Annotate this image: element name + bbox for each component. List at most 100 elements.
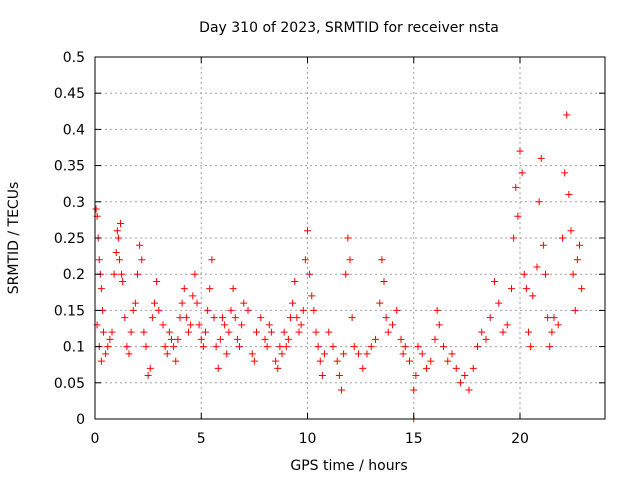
y-tick-label: 0.4 bbox=[63, 122, 85, 138]
data-point bbox=[95, 256, 103, 264]
data-point bbox=[248, 350, 256, 358]
data-point bbox=[282, 343, 290, 351]
data-point bbox=[312, 328, 320, 336]
data-point bbox=[212, 343, 220, 351]
data-point bbox=[287, 314, 294, 322]
y-tick-label: 0 bbox=[76, 412, 85, 428]
data-point bbox=[550, 314, 558, 322]
data-point bbox=[115, 256, 123, 264]
data-point bbox=[346, 256, 354, 264]
data-point bbox=[363, 350, 371, 358]
data-point bbox=[289, 299, 297, 307]
data-point bbox=[508, 285, 515, 293]
data-point bbox=[544, 314, 552, 322]
data-point bbox=[170, 343, 178, 351]
data-point bbox=[261, 335, 269, 343]
data-point bbox=[537, 154, 545, 162]
data-point bbox=[231, 314, 239, 322]
data-point bbox=[127, 328, 135, 336]
data-point bbox=[350, 343, 358, 351]
data-point bbox=[522, 285, 530, 293]
data-points bbox=[92, 111, 586, 423]
data-point bbox=[153, 277, 161, 285]
data-point bbox=[310, 306, 318, 314]
data-point bbox=[525, 328, 532, 336]
data-point bbox=[355, 350, 362, 358]
data-point bbox=[278, 350, 286, 358]
data-point bbox=[97, 285, 105, 293]
data-point bbox=[250, 357, 258, 365]
data-point bbox=[118, 270, 126, 278]
data-point bbox=[457, 379, 464, 387]
data-point bbox=[542, 270, 549, 278]
y-tick-label: 0.1 bbox=[63, 340, 85, 356]
data-point bbox=[204, 306, 212, 314]
x-tick-label: 20 bbox=[511, 431, 529, 447]
data-point bbox=[412, 372, 420, 380]
data-point bbox=[299, 306, 307, 314]
data-point bbox=[267, 328, 275, 336]
data-point bbox=[102, 350, 110, 358]
data-point bbox=[189, 292, 197, 300]
data-point bbox=[518, 169, 526, 177]
data-point bbox=[208, 256, 216, 264]
data-point bbox=[168, 335, 175, 343]
data-point bbox=[318, 372, 326, 380]
x-tick-label: 15 bbox=[405, 431, 423, 447]
data-point bbox=[182, 314, 190, 322]
data-point bbox=[571, 306, 579, 314]
data-point bbox=[178, 299, 186, 307]
data-point bbox=[280, 328, 288, 336]
data-point bbox=[321, 350, 328, 358]
data-point bbox=[197, 335, 205, 343]
data-point bbox=[297, 321, 305, 329]
data-point bbox=[148, 314, 156, 322]
data-point bbox=[567, 227, 575, 235]
data-point bbox=[378, 256, 386, 264]
data-point bbox=[325, 328, 333, 336]
data-point bbox=[433, 306, 441, 314]
y-tick-labels: 0 0.05 0.1 0.15 0.2 0.25 0.3 0.35 0.4 0.45 0.5 bbox=[54, 50, 85, 428]
data-point bbox=[131, 299, 139, 307]
data-point bbox=[503, 321, 511, 329]
data-point bbox=[108, 328, 116, 336]
data-point bbox=[308, 292, 316, 300]
x-tick-label: 10 bbox=[299, 431, 317, 447]
data-point bbox=[427, 357, 435, 365]
data-point bbox=[165, 328, 173, 336]
data-point bbox=[100, 328, 107, 336]
data-point bbox=[435, 321, 443, 329]
data-point bbox=[238, 321, 246, 329]
data-point bbox=[548, 328, 556, 336]
data-point bbox=[367, 343, 375, 351]
data-point bbox=[380, 277, 388, 285]
data-point bbox=[274, 364, 282, 372]
data-point bbox=[389, 321, 396, 329]
data-point bbox=[465, 386, 473, 394]
data-point bbox=[117, 220, 124, 228]
data-point bbox=[257, 314, 265, 322]
data-point bbox=[151, 299, 158, 307]
data-point bbox=[176, 314, 184, 322]
data-point bbox=[253, 328, 260, 336]
data-point bbox=[414, 343, 422, 351]
data-point bbox=[469, 364, 477, 372]
data-point bbox=[233, 335, 241, 343]
data-point bbox=[221, 321, 229, 329]
data-point bbox=[410, 386, 418, 394]
data-point bbox=[240, 299, 248, 307]
data-point bbox=[174, 335, 182, 343]
data-point bbox=[110, 270, 118, 278]
data-point bbox=[539, 241, 547, 249]
data-point bbox=[495, 299, 503, 307]
data-point bbox=[342, 270, 350, 278]
data-point bbox=[244, 306, 252, 314]
data-point bbox=[335, 372, 343, 380]
y-tick-label: 0.45 bbox=[54, 86, 85, 102]
data-point bbox=[393, 306, 401, 314]
y-tick-label: 0.2 bbox=[63, 267, 85, 283]
data-point bbox=[338, 386, 345, 394]
axis-ticks bbox=[94, 56, 605, 420]
data-point bbox=[276, 343, 284, 351]
